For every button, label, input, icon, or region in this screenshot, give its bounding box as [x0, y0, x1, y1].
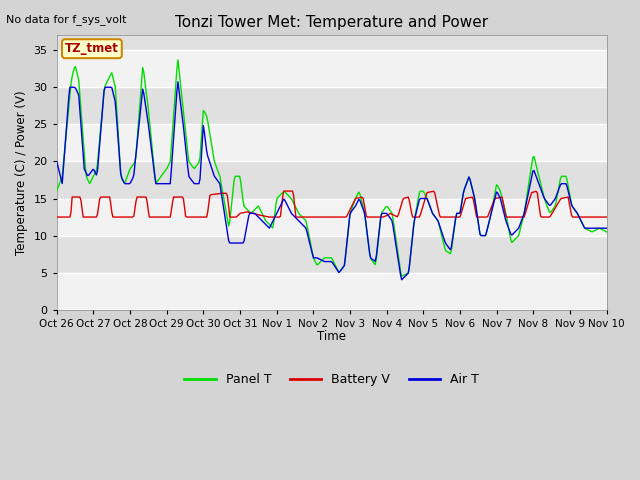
Title: Tonzi Tower Met: Temperature and Power: Tonzi Tower Met: Temperature and Power	[175, 15, 488, 30]
Bar	[57, 124, 607, 161]
Bar	[57, 50, 607, 87]
Text: TZ_tmet: TZ_tmet	[65, 42, 119, 55]
Bar	[57, 273, 607, 310]
X-axis label: Time: Time	[317, 330, 346, 343]
Text: No data for f_sys_volt: No data for f_sys_volt	[6, 14, 127, 25]
Legend: Panel T, Battery V, Air T: Panel T, Battery V, Air T	[179, 368, 484, 391]
Bar	[57, 199, 607, 236]
Y-axis label: Temperature (C) / Power (V): Temperature (C) / Power (V)	[15, 90, 28, 255]
